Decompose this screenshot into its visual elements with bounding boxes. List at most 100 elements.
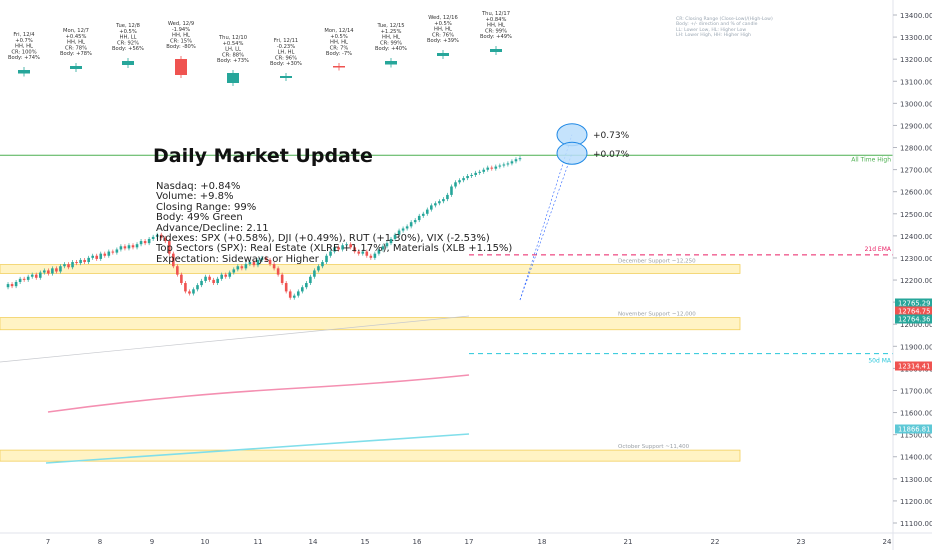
y-tick-label: 12900.00 bbox=[900, 122, 932, 130]
price-candle bbox=[458, 180, 461, 183]
price-candle bbox=[409, 222, 413, 227]
legend-note-line: LL: Lower Low, HL: Higher Low bbox=[676, 27, 747, 33]
y-tick-label: 12300.00 bbox=[900, 255, 932, 263]
price-candle bbox=[135, 244, 139, 248]
price-candle bbox=[301, 287, 304, 292]
y-tick-label: 12200.00 bbox=[900, 277, 932, 285]
price-candle bbox=[502, 164, 506, 166]
daily-note-line: CR: 88% bbox=[222, 52, 244, 58]
support-zone bbox=[0, 317, 741, 331]
x-tick-label: 18 bbox=[538, 538, 547, 546]
daily-note-line: HH, HL bbox=[67, 40, 85, 46]
price-candle bbox=[159, 234, 163, 238]
x-tick-label: 22 bbox=[711, 538, 720, 546]
price-candle bbox=[180, 274, 183, 284]
price-candle bbox=[446, 194, 449, 200]
price-candle bbox=[51, 268, 54, 274]
price-candle bbox=[514, 159, 518, 162]
daily-note-candle bbox=[18, 70, 30, 74]
price-badge-label: 12765.29 bbox=[898, 300, 930, 308]
daily-note-line: +0.45% bbox=[66, 34, 87, 40]
price-candle bbox=[482, 169, 486, 172]
price-candle bbox=[71, 262, 74, 268]
price-candle bbox=[389, 238, 393, 244]
daily-note-line: HH, HL bbox=[330, 40, 348, 46]
daily-note-line: Body: +78% bbox=[60, 51, 92, 57]
price-candle bbox=[518, 158, 522, 160]
daily-note-line: Tue, 12/8 bbox=[115, 23, 140, 29]
price-candle bbox=[470, 174, 473, 177]
daily-note-line: Body: -7% bbox=[326, 51, 352, 57]
support-zone bbox=[0, 449, 741, 462]
daily-note-line: Fri, 12/11 bbox=[274, 38, 298, 44]
daily-note-line: +0.54% bbox=[223, 41, 244, 47]
chart-title: Daily Market Update bbox=[153, 145, 373, 167]
price-candle bbox=[494, 166, 498, 169]
ma50-curve bbox=[45, 433, 470, 464]
price-candle bbox=[288, 291, 292, 298]
price-candle bbox=[284, 283, 288, 292]
price-candle bbox=[341, 245, 344, 250]
y-tick-label: 11400.00 bbox=[900, 454, 932, 462]
price-candle bbox=[200, 280, 203, 286]
price-candle bbox=[30, 274, 34, 277]
price-candle bbox=[232, 269, 236, 273]
summary-line: Volume: +9.8% bbox=[156, 191, 234, 203]
price-candle bbox=[377, 249, 381, 254]
price-candle bbox=[67, 264, 70, 268]
summary-line: Indexes: SPX (+0.58%), DJI (+0.49%), RUT… bbox=[156, 233, 490, 245]
price-candle bbox=[139, 241, 143, 245]
daily-note-line: Mon, 12/14 bbox=[324, 28, 354, 34]
price-candle bbox=[337, 247, 340, 250]
price-candle bbox=[172, 253, 175, 267]
daily-note-line: Body: +74% bbox=[8, 55, 40, 61]
daily-note-line: +1.25% bbox=[381, 29, 402, 35]
daily-note-line: Body: +39% bbox=[427, 38, 459, 44]
price-candle bbox=[143, 241, 147, 244]
support-zone-label: December Support ~12,250 bbox=[618, 259, 696, 265]
price-candle bbox=[421, 213, 425, 216]
price-candle bbox=[14, 281, 18, 287]
daily-note-line: Wed, 12/16 bbox=[428, 15, 458, 21]
price-candle bbox=[438, 201, 441, 204]
price-candle bbox=[95, 255, 99, 259]
price-candle bbox=[103, 253, 107, 256]
price-candle bbox=[385, 243, 389, 247]
daily-note-line: -0.23% bbox=[277, 44, 295, 50]
daily-note-line: Body: +40% bbox=[375, 46, 407, 52]
ath-label: All Time High bbox=[851, 156, 891, 163]
price-candle bbox=[466, 176, 469, 179]
price-candle bbox=[349, 244, 352, 248]
y-tick-label: 11200.00 bbox=[900, 498, 932, 506]
price-candle bbox=[155, 234, 159, 237]
legend-notes: CR: Closing Range (Close-Low)/(High-Low)… bbox=[676, 17, 773, 39]
projections-layer: +0.73% +0.07% bbox=[519, 123, 630, 301]
price-candle bbox=[204, 276, 207, 281]
price-candle bbox=[6, 284, 10, 288]
price-candle bbox=[333, 247, 336, 252]
indicator-lines-layer: All Time High 21d EMA 50d MA bbox=[0, 154, 893, 464]
price-candle bbox=[123, 246, 127, 249]
price-candle bbox=[147, 238, 151, 244]
price-candle bbox=[325, 255, 328, 263]
price-badge bbox=[895, 424, 932, 434]
daily-note-candle bbox=[490, 49, 502, 52]
price-candle bbox=[208, 276, 211, 280]
price-candle bbox=[91, 255, 94, 258]
price-candle bbox=[111, 251, 115, 253]
price-candle bbox=[260, 257, 264, 260]
y-tick-label: 11500.00 bbox=[900, 432, 932, 440]
daily-note-line: Body: +56% bbox=[112, 46, 144, 52]
price-candle bbox=[454, 182, 457, 187]
price-candle bbox=[75, 262, 78, 264]
price-candle bbox=[369, 255, 373, 258]
daily-note-line: CR: 96% bbox=[275, 55, 297, 61]
price-candle bbox=[38, 272, 42, 278]
price-candle bbox=[296, 291, 300, 296]
price-candle bbox=[329, 251, 332, 256]
